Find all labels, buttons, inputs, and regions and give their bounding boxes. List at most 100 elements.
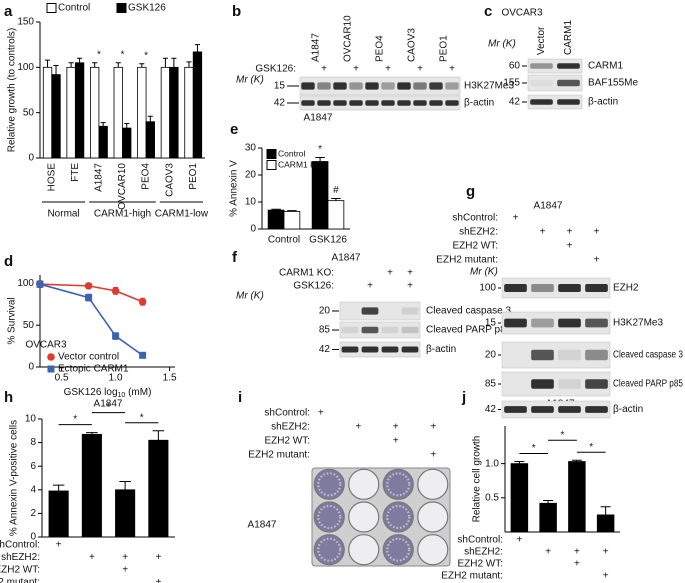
error-bar [115,62,121,68]
treatment-sign: + [385,64,391,75]
x-tick-label: PEO4 [141,163,152,190]
condition-sign: + [89,552,95,563]
bar [137,66,147,159]
mw-marker: 85 [485,379,497,390]
treatment-sign: + [393,436,399,447]
treatment-sign: + [567,241,573,252]
band [557,99,580,105]
y-tick-label: 10 [25,414,37,425]
legend-key [116,3,127,13]
lane-label: OVCAR10 [343,15,354,62]
condition-label: EZH2 WT: [457,559,503,570]
band-label: H3K27Me3 [613,318,663,329]
legend-key [47,353,55,361]
mr-label: Mr (K) [236,291,264,302]
band [558,318,581,328]
mw-marker: 20 [485,350,497,361]
treatment-label: GSK126: [293,281,334,292]
treatment-sign: + [318,408,324,419]
y-tick-label: 0 [28,153,34,164]
condition-label: EZH2 mutant: [441,571,503,582]
treatment-sign: + [430,450,436,461]
annotation: * [97,49,101,60]
band [558,284,581,292]
well [417,468,449,500]
y-axis-label: % Annexin V-positive cells [9,420,20,536]
well [348,534,380,566]
bar [115,489,136,538]
blot-strip [299,76,461,96]
band-label: β-actin [588,97,618,108]
bar [160,66,171,159]
lane-label: A1847 [311,33,322,62]
panel-letter: h [4,389,13,406]
group-label: CARM1-high [94,209,151,220]
lane-label: PEO1 [439,35,450,62]
x-tick-label: 1.0 [109,373,123,384]
band [531,406,554,413]
point [138,297,147,306]
lane-label: CARM1 [563,20,574,55]
band [504,318,527,328]
bar [169,66,179,159]
error-bar [331,197,341,201]
y-tick-label: 0 [250,224,256,235]
bar [192,51,203,159]
x-tick-label: Control [268,235,300,246]
condition-label: shEZH2: [464,547,503,558]
treatment-sign: + [417,64,423,75]
condition-sign: + [122,565,128,576]
x-tick-label: 1.5 [163,373,177,384]
treatment-label: EZH2 mutant: [248,450,310,461]
well [348,468,380,500]
x-axis-label: GSK126 log10 (mM) [64,387,152,400]
band [557,79,580,87]
condition-sign: + [545,547,551,558]
x-axis-label-part: 10 [118,392,126,399]
treatment-sign: + [567,227,573,238]
y-tick-label: 20 [245,170,257,181]
mw-marker: 42 [274,98,286,109]
band [531,379,554,389]
treatment-sign: + [407,268,413,279]
blot-strip [339,301,421,321]
blot-strip [527,74,583,92]
panel-letter: f [232,249,238,266]
band [504,284,527,292]
band-label: β-actin [613,404,643,415]
well [348,501,380,533]
mw-marker: 15 [274,81,286,92]
y-tick-label: 30 [245,143,257,154]
annotation: # [333,185,339,196]
treatment-sign: + [387,268,393,279]
y-tick-label: 1.0 [485,458,499,469]
x-axis-label-part: (mM) [125,387,151,398]
band-label: Cleaved caspase 3 [613,350,683,361]
group-label: CARM1-low [155,209,209,220]
blot-strip [501,311,611,335]
band [445,100,459,106]
band-label: CARM1 [588,61,623,72]
panel-letter: j [461,389,466,406]
band-label: Cleaved PARP p85 [426,325,512,336]
treatment-sign: + [355,422,361,433]
annotation: * [318,144,322,155]
panel-letter: i [238,389,242,406]
band [530,63,553,69]
band [401,326,419,334]
mw-marker: 20 [319,306,331,317]
treatment-label: shEZH2: [271,422,310,433]
x-tick-label: FTE [70,163,81,182]
legend-label: GSK126 [128,3,166,14]
x-tick-label: GSK126 [309,235,347,246]
band [365,82,379,90]
y-axis-label: % Survival [7,297,18,344]
band [531,318,554,328]
band [413,100,427,106]
lane-label: PEO4 [375,35,386,62]
band [381,100,395,106]
error-bar [152,430,165,441]
bar [74,62,85,159]
band [558,349,581,361]
